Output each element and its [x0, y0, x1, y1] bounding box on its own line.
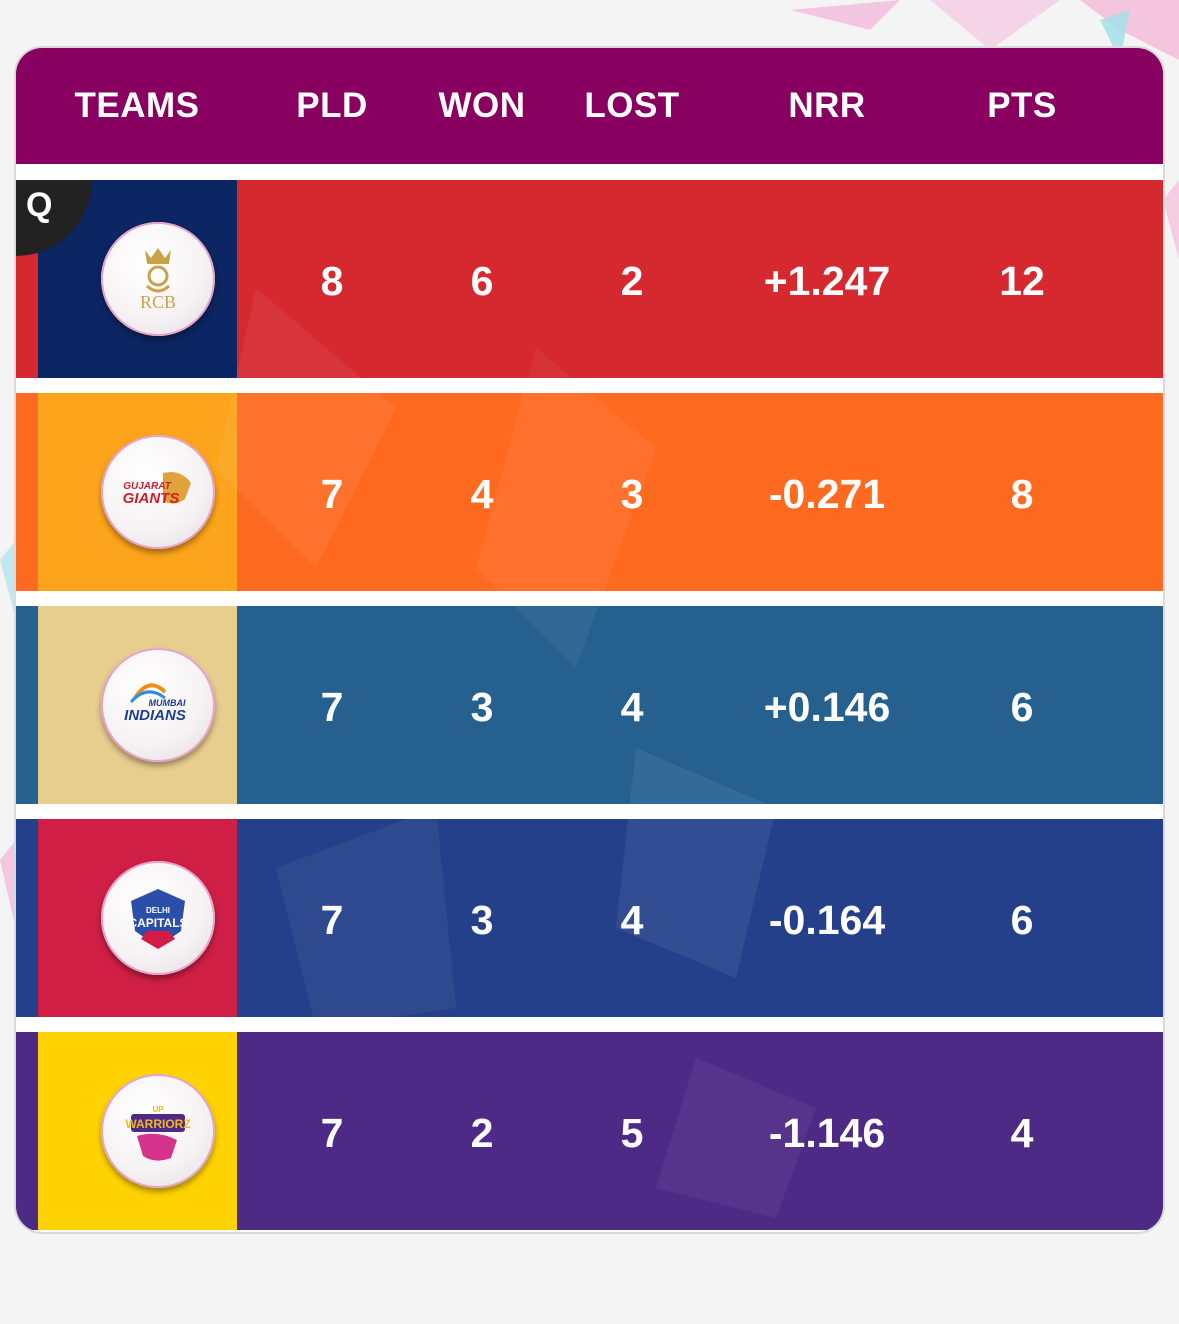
played-value: 7: [320, 1110, 344, 1156]
points-value: 8: [1010, 471, 1034, 517]
stats-cell: [237, 180, 1163, 378]
won-value: 4: [470, 471, 494, 517]
nrr-value: -1.146: [768, 1110, 886, 1156]
row-edge: [16, 393, 38, 591]
points-value: 12: [999, 258, 1045, 304]
table-row: RCB Q 8 6 2 +1.247 12: [16, 180, 1163, 378]
header-lost: LOST: [584, 86, 680, 125]
played-value: 8: [320, 258, 344, 304]
header-pts: PTS: [987, 86, 1057, 125]
lost-value: 3: [620, 471, 644, 517]
qualified-label: Q: [26, 186, 53, 224]
lost-value: 2: [620, 258, 644, 304]
row-edge: [16, 1032, 38, 1230]
rcb-logo-icon: RCB: [101, 222, 215, 336]
points-value: 4: [1010, 1110, 1034, 1156]
mumbai-indians-logo-icon: MUMBAI INDIANS: [101, 648, 215, 762]
row-edge: [16, 819, 38, 1017]
svg-text:DELHI: DELHI: [146, 906, 170, 915]
stats-cell: [237, 606, 1163, 804]
stats-cell: [237, 393, 1163, 591]
header-pld: PLD: [296, 86, 368, 125]
table-row: GUJARAT GIANTS 7 4 3 -0.271 8: [16, 393, 1163, 591]
points-value: 6: [1010, 684, 1034, 730]
team-logo-cell: GUJARAT GIANTS: [38, 393, 237, 591]
delhi-capitals-logo-icon: DELHI CAPITALS: [101, 861, 215, 975]
svg-text:MUMBAI: MUMBAI: [149, 698, 186, 708]
played-value: 7: [320, 471, 344, 517]
svg-text:GUJARAT: GUJARAT: [123, 481, 171, 492]
row-edge: [16, 606, 38, 804]
lost-value: 4: [620, 684, 644, 730]
team-logo-cell: RCB: [38, 180, 237, 378]
team-logo-cell: DELHI CAPITALS: [38, 819, 237, 1017]
won-value: 3: [470, 684, 494, 730]
won-value: 3: [470, 897, 494, 943]
svg-text:GIANTS: GIANTS: [123, 490, 180, 507]
nrr-value: -0.271: [768, 471, 886, 517]
svg-text:UP: UP: [152, 1105, 164, 1114]
nrr-value: +1.247: [763, 258, 891, 304]
table-header: TEAMS PLD WON LOST NRR PTS: [16, 48, 1163, 164]
table-row: UP WARRIORZ 7 2 5 -1.146 4: [16, 1032, 1163, 1230]
lost-value: 5: [620, 1110, 644, 1156]
won-value: 6: [470, 258, 494, 304]
points-value: 6: [1010, 897, 1034, 943]
team-logo-cell: MUMBAI INDIANS: [38, 606, 237, 804]
up-warriorz-logo-icon: UP WARRIORZ: [101, 1074, 215, 1188]
nrr-value: -0.164: [768, 897, 886, 943]
svg-text:WARRIORZ: WARRIORZ: [125, 1117, 190, 1131]
team-logo-cell: UP WARRIORZ: [38, 1032, 237, 1230]
svg-text:RCB: RCB: [140, 292, 176, 312]
header-won: WON: [438, 86, 526, 125]
played-value: 7: [320, 684, 344, 730]
stats-cell: [237, 819, 1163, 1017]
nrr-value: +0.146: [763, 684, 891, 730]
table-row: MUMBAI INDIANS 7 3 4 +0.146 6: [16, 606, 1163, 804]
svg-text:INDIANS: INDIANS: [124, 707, 186, 724]
won-value: 2: [470, 1110, 494, 1156]
header-nrr: NRR: [788, 86, 866, 125]
svg-text:CAPITALS: CAPITALS: [128, 916, 187, 930]
points-table: TEAMS PLD WON LOST NRR PTS RCB Q 8 6 2 +…: [16, 48, 1163, 1232]
header-teams: TEAMS: [74, 86, 200, 125]
played-value: 7: [320, 897, 344, 943]
stats-cell: [237, 1032, 1163, 1230]
lost-value: 4: [620, 897, 644, 943]
table-row: DELHI CAPITALS 7 3 4 -0.164 6: [16, 819, 1163, 1017]
gujarat-giants-logo-icon: GUJARAT GIANTS: [101, 435, 215, 549]
